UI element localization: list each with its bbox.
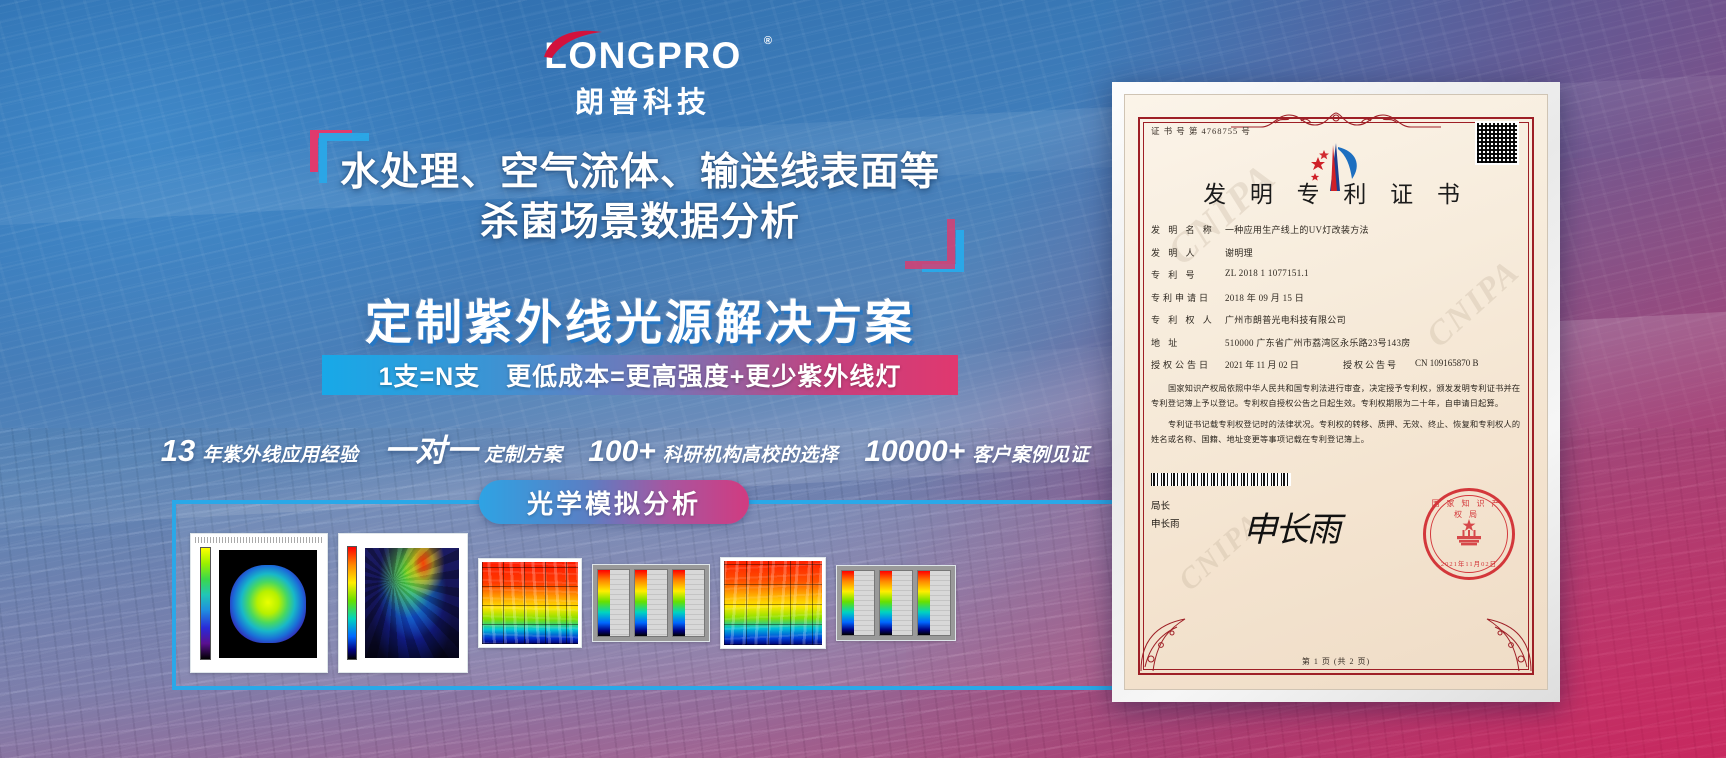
certificate-field: 地 址 510000 广东省广州市荔湾区永乐路23号143房	[1151, 336, 1521, 349]
certificate-paragraph-2: 专利证书记载专利权登记时的法律状况。专利权的转移、质押、无效、终止、恢复和专利权…	[1151, 419, 1521, 444]
grant-number-value: CN 109165870 B	[1415, 358, 1479, 368]
stat-number: 一对一	[384, 433, 478, 468]
plot-area	[482, 562, 578, 644]
grant-date-value: 2021 年 11 月 02 日	[1225, 360, 1299, 370]
colorbar	[347, 546, 357, 660]
stat-item: 10000+ 客户案例见证	[864, 435, 1089, 469]
uv-intensity-map-2	[720, 557, 826, 649]
stat-item: 13 年紫外线应用经验	[161, 433, 359, 469]
field-value: 广州市朗普光电科技有限公司	[1225, 315, 1346, 325]
blue-glow-decoration	[0, 0, 780, 540]
director-label: 局长	[1151, 501, 1171, 512]
simulation-panel	[172, 500, 1272, 690]
stat-item: 100+ 科研机构高校的选择	[588, 435, 838, 469]
headline-block: 水处理、空气流体、输送线表面等 杀菌场景数据分析	[310, 130, 964, 272]
field-value: 2018 年 09 月 15 日	[1225, 292, 1305, 303]
irradiance-contour-plot	[190, 533, 328, 673]
stats-strip: 13 年紫外线应用经验 一对一 定制方案 100+ 科研机构高校的选择 1000…	[120, 425, 1130, 470]
simulation-image-row	[186, 524, 1258, 682]
slogan-block: 定制紫外线光源解决方案 1支=N支 更低成本=更高强度+更少紫外线灯	[310, 295, 970, 395]
slogan-main-text: 定制紫外线光源解决方案	[365, 296, 915, 349]
stat-label: 科研机构高校的选择	[662, 445, 839, 466]
grant-number-label: 授权公告号	[1343, 360, 1399, 370]
irradiance-scatter-plot	[338, 533, 468, 673]
field-label: 地 址	[1151, 337, 1181, 348]
stat-label: 年紫外线应用经验	[202, 445, 359, 466]
certificate-signature-block: 局长 申长雨 申长雨 国家知识产权局	[1151, 487, 1521, 580]
field-label: 专 利 权 人	[1151, 315, 1215, 325]
logo-chinese-name: 朗普科技	[574, 87, 711, 119]
headline-line-2: 杀菌场景数据分析	[479, 201, 800, 244]
field-value: 一种应用生产线上的UV灯改装方法	[1225, 225, 1369, 235]
corner-bracket-top-left-icon	[310, 130, 352, 172]
field-value: ZL 2018 1 1077151.1	[1225, 268, 1309, 278]
certificate-paragraph-1: 国家知识产权局依照中华人民共和国专利法进行审查，决定授予专利权，颁发发明专利证书…	[1151, 383, 1521, 408]
seal-bottom-text: 2021年11月02日	[1440, 560, 1498, 568]
colorbar-legend-group-2	[836, 565, 956, 641]
slogan-gradient-bar: 1支=N支 更低成本=更高强度+更少紫外线灯	[322, 355, 958, 395]
certificate-page-note: 第 1 页 (共 2 页)	[1301, 657, 1371, 666]
stat-number: 10000+	[864, 435, 966, 468]
patent-certificate: CNIPA CNIPA CNIPA	[1112, 82, 1560, 702]
plot-area	[219, 550, 317, 658]
brand-logo: LONGPRO ® 朗普科技	[518, 30, 772, 121]
corner-bracket-bottom-right-icon	[922, 230, 964, 272]
headline-line-1: 水处理、空气流体、输送线表面等	[339, 151, 940, 194]
logo-text: LONGPRO	[544, 35, 742, 76]
stat-label: 客户案例见证	[972, 445, 1090, 466]
certificate-serial-number: 证 书 号 第 4768755 号	[1151, 126, 1251, 136]
barcode-icon	[1151, 472, 1291, 486]
field-value: 谢明理	[1225, 247, 1253, 258]
official-seal-icon: 国家知识产权局 2021年	[1423, 487, 1515, 580]
plot-area	[724, 561, 822, 645]
stat-label: 定制方案	[484, 445, 563, 466]
registered-trademark-icon: ®	[763, 35, 772, 47]
stat-item: 一对一 定制方案	[384, 425, 562, 470]
certificate-page: CNIPA CNIPA CNIPA	[1124, 94, 1548, 690]
qr-code-icon	[1475, 121, 1519, 165]
optical-simulation-badge-label: 光学模拟分析	[526, 488, 701, 519]
plot-area	[365, 548, 459, 658]
uv-intensity-map-1	[478, 558, 582, 648]
certificate-field: 发 明 名 称 一种应用生产线上的UV灯改装方法	[1151, 223, 1521, 236]
cnipa-logo-icon	[1300, 141, 1372, 197]
colorbar	[200, 547, 211, 660]
field-label: 发 明 名 称	[1151, 225, 1215, 235]
field-label: 专利申请日	[1151, 292, 1212, 303]
stat-number: 13	[160, 433, 196, 468]
field-value: 510000 广东省广州市荔湾区永乐路23号143房	[1225, 337, 1411, 348]
director-name: 申长雨	[1151, 519, 1180, 530]
seal-top-text: 国家知识产权局	[1431, 498, 1507, 519]
handwritten-signature: 申长雨	[1243, 511, 1341, 549]
national-emblem-icon	[1457, 518, 1481, 545]
stat-number: 100+	[588, 435, 656, 468]
certificate-field: 发 明 人 谢明理	[1151, 246, 1521, 259]
certificate-field: 专 利 号 ZL 2018 1 1077151.1	[1151, 268, 1521, 281]
certificate-field: 专利申请日 2018 年 09 月 15 日	[1151, 291, 1521, 304]
seal-inner-ring	[1430, 494, 1508, 573]
optical-simulation-badge: 光学模拟分析	[479, 480, 749, 524]
certificate-content: 证 书 号 第 4768755 号	[1151, 121, 1521, 669]
field-label: 专 利 号	[1151, 270, 1198, 280]
logo-wordmark: LONGPRO ®	[518, 30, 772, 78]
colorbar-legend-group-1	[592, 564, 710, 642]
grant-date-label: 授权公告日	[1151, 360, 1212, 370]
slogan-sub-text: 1支=N支 更低成本=更高强度+更少紫外线灯	[378, 363, 902, 391]
certificate-grant-row: 授权公告日 2021 年 11 月 02 日 授权公告号 CN 10916587…	[1151, 358, 1521, 371]
field-label: 发 明 人	[1151, 247, 1198, 258]
certificate-fields: 发 明 名 称 一种应用生产线上的UV灯改装方法 发 明 人 谢明理 专 利 号…	[1151, 223, 1521, 371]
certificate-field: 专 利 权 人 广州市朗普光电科技有限公司	[1151, 313, 1521, 326]
